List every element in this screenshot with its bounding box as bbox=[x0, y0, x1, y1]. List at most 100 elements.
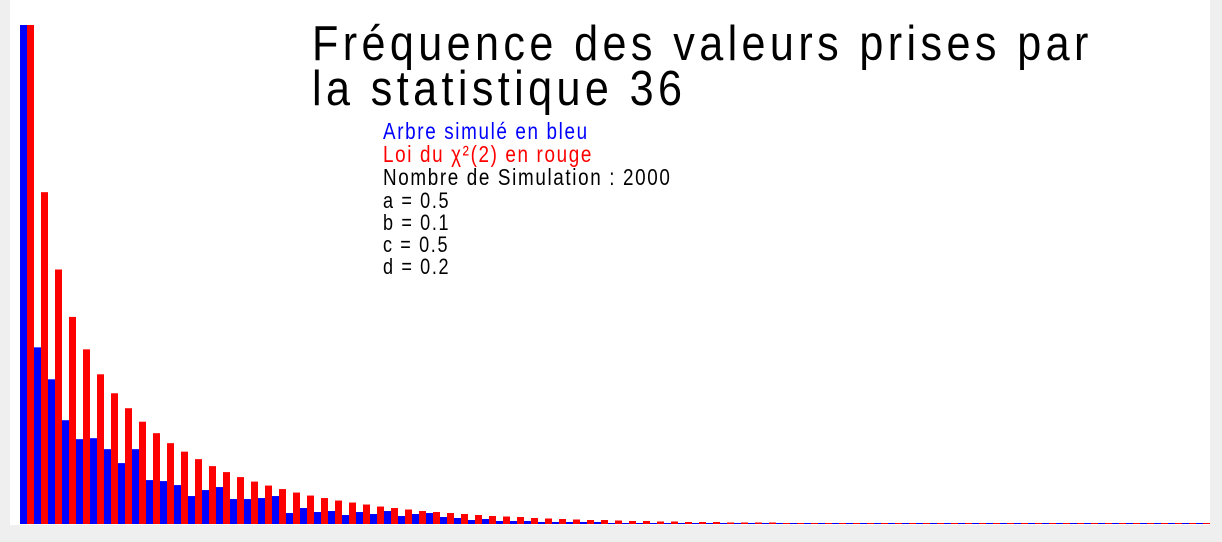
red-bar-66 bbox=[951, 523, 958, 524]
blue-bar-32 bbox=[468, 520, 475, 524]
red-bar-34 bbox=[503, 516, 510, 524]
red-bar-54 bbox=[783, 523, 790, 524]
red-bar-65 bbox=[937, 523, 944, 524]
red-bar-45 bbox=[657, 521, 664, 524]
blue-bar-8 bbox=[132, 449, 139, 524]
red-bar-29 bbox=[433, 512, 440, 524]
chart-legend: Arbre simulé en bleu Loi du χ²(2) en rou… bbox=[383, 120, 672, 189]
red-bar-4 bbox=[83, 349, 90, 524]
red-bar-59 bbox=[853, 523, 860, 524]
red-bar-80 bbox=[1147, 523, 1154, 524]
blue-bar-38 bbox=[552, 522, 559, 524]
blue-bar-7 bbox=[118, 463, 125, 524]
blue-bar-78 bbox=[1112, 523, 1119, 524]
red-bar-18 bbox=[279, 489, 286, 524]
red-bar-44 bbox=[643, 521, 650, 524]
blue-bar-56 bbox=[804, 523, 811, 524]
blue-bar-60 bbox=[860, 523, 867, 524]
red-bar-25 bbox=[377, 506, 384, 524]
blue-bar-63 bbox=[902, 523, 909, 524]
blue-bar-19 bbox=[286, 513, 293, 524]
blue-bar-67 bbox=[958, 523, 965, 524]
blue-bar-29 bbox=[426, 513, 433, 524]
red-bar-1 bbox=[41, 192, 48, 525]
red-bar-64 bbox=[923, 523, 930, 524]
blue-bar-31 bbox=[454, 518, 461, 524]
red-bar-8 bbox=[139, 421, 146, 524]
blue-bar-66 bbox=[944, 523, 951, 524]
blue-bar-0 bbox=[20, 25, 27, 524]
blue-bar-83 bbox=[1182, 523, 1189, 524]
red-bar-49 bbox=[713, 522, 720, 524]
blue-bar-75 bbox=[1070, 523, 1077, 524]
red-bar-0 bbox=[27, 25, 34, 524]
red-bar-33 bbox=[489, 516, 496, 524]
blue-bar-35 bbox=[510, 521, 517, 524]
chart-canvas: Fréquence des valeurs prises par la stat… bbox=[10, 0, 1210, 525]
legend-blue-series: Arbre simulé en bleu bbox=[383, 118, 589, 144]
blue-bar-40 bbox=[580, 522, 587, 524]
blue-bar-54 bbox=[776, 523, 783, 524]
blue-bar-49 bbox=[706, 523, 713, 524]
red-bar-72 bbox=[1035, 523, 1042, 524]
blue-bar-46 bbox=[664, 523, 671, 524]
blue-bar-18 bbox=[272, 496, 279, 524]
blue-bar-6 bbox=[104, 449, 111, 524]
blue-bar-72 bbox=[1028, 523, 1035, 524]
red-bar-75 bbox=[1077, 523, 1084, 524]
red-bar-10 bbox=[167, 443, 174, 524]
red-bar-73 bbox=[1049, 523, 1056, 524]
red-bar-52 bbox=[755, 522, 762, 524]
blue-bar-20 bbox=[300, 508, 307, 524]
blue-bar-48 bbox=[692, 523, 699, 524]
red-bar-7 bbox=[125, 408, 132, 524]
red-bar-37 bbox=[545, 518, 552, 524]
red-bar-46 bbox=[671, 521, 678, 524]
blue-bar-1 bbox=[34, 347, 41, 524]
red-bar-9 bbox=[153, 433, 160, 524]
blue-bar-25 bbox=[370, 514, 377, 524]
blue-bar-30 bbox=[440, 517, 447, 524]
param-d: d = 0.2 bbox=[383, 254, 451, 279]
blue-bar-71 bbox=[1014, 523, 1021, 524]
red-bar-3 bbox=[69, 316, 76, 524]
red-bar-48 bbox=[699, 522, 706, 524]
red-bar-21 bbox=[321, 498, 328, 524]
blue-bar-62 bbox=[888, 523, 895, 524]
red-bar-74 bbox=[1063, 523, 1070, 524]
blue-bar-64 bbox=[916, 523, 923, 524]
chart-title-line-1: Fréquence des valeurs prises par bbox=[312, 17, 1093, 71]
blue-bar-5 bbox=[90, 438, 97, 524]
blue-bar-27 bbox=[398, 516, 405, 524]
red-bar-60 bbox=[867, 523, 874, 524]
red-bar-55 bbox=[797, 523, 804, 524]
blue-bar-34 bbox=[496, 521, 503, 524]
chart-title: Fréquence des valeurs prises par la stat… bbox=[312, 17, 1093, 114]
red-bar-32 bbox=[475, 515, 482, 524]
blue-bar-68 bbox=[972, 523, 979, 524]
red-bar-20 bbox=[307, 495, 314, 524]
blue-bar-84 bbox=[1196, 523, 1203, 524]
red-bar-16 bbox=[251, 481, 258, 524]
chart-plot bbox=[20, 25, 1210, 525]
blue-bar-47 bbox=[678, 523, 685, 524]
red-bar-2 bbox=[55, 269, 62, 524]
blue-bar-37 bbox=[538, 522, 545, 524]
blue-bar-13 bbox=[202, 490, 209, 524]
parameter-list: a = 0.5 b = 0.1 c = 0.5 d = 0.2 bbox=[383, 190, 450, 278]
red-bar-17 bbox=[265, 485, 272, 524]
red-bar-36 bbox=[531, 518, 538, 524]
blue-bar-76 bbox=[1084, 523, 1091, 524]
red-bar-51 bbox=[741, 522, 748, 524]
blue-bar-4 bbox=[76, 439, 83, 524]
red-bar-77 bbox=[1105, 523, 1112, 524]
blue-bar-2 bbox=[48, 379, 55, 524]
blue-bar-52 bbox=[748, 523, 755, 524]
blue-bar-82 bbox=[1168, 523, 1175, 524]
red-bar-27 bbox=[405, 509, 412, 524]
red-bar-83 bbox=[1189, 523, 1196, 524]
red-bar-76 bbox=[1091, 523, 1098, 524]
blue-bar-17 bbox=[258, 498, 265, 524]
blue-bar-61 bbox=[874, 523, 881, 524]
red-bar-79 bbox=[1133, 523, 1140, 524]
